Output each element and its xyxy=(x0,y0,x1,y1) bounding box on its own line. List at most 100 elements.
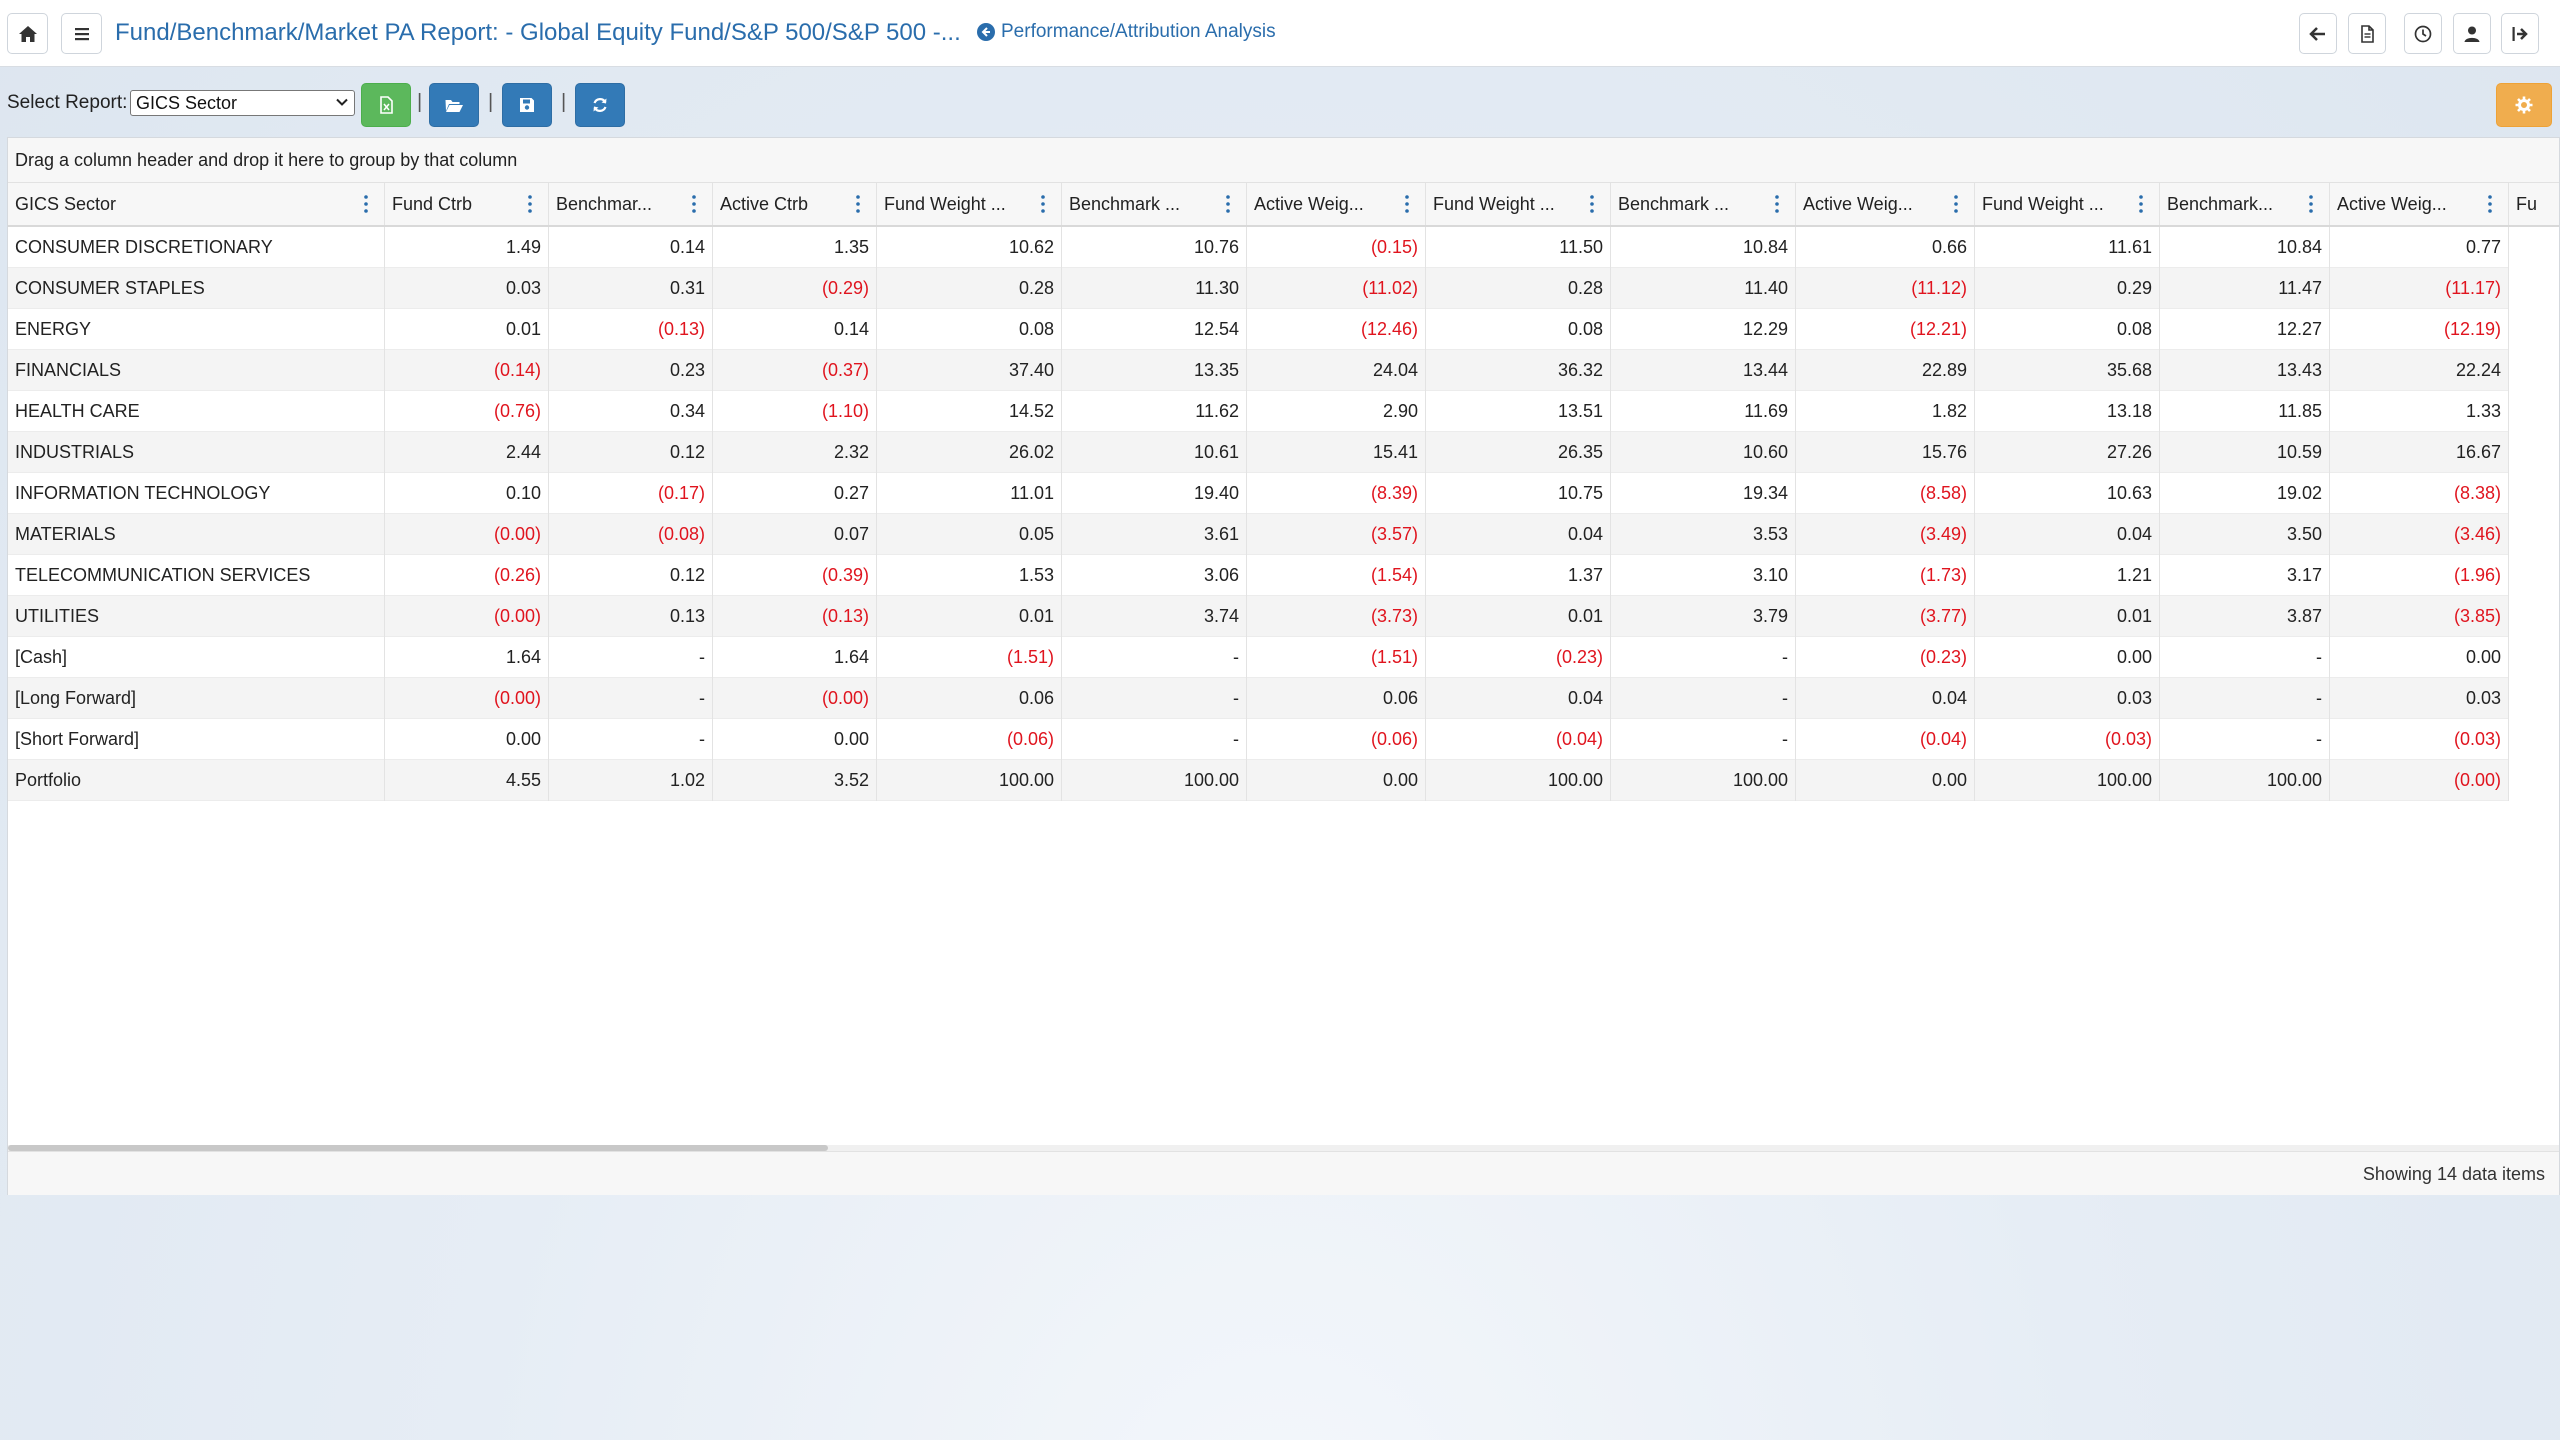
column-header[interactable]: Benchmark ... xyxy=(1062,183,1247,225)
table-cell: 11.85 xyxy=(2160,391,2330,432)
column-menu-icon[interactable] xyxy=(1775,195,1779,213)
table-row[interactable]: FINANCIALS (0.14) 0.23 (0.37) 37.40 13.35 24.0… xyxy=(8,350,2509,391)
column-menu-icon[interactable] xyxy=(2488,195,2492,213)
menu-button[interactable] xyxy=(61,13,102,54)
table-row[interactable]: TELECOMMUNICATION SERVICES (0.26) 0.12 (0.3… xyxy=(8,555,2509,596)
table-cell: 3.61 xyxy=(1062,514,1247,555)
table-cell: 0.28 xyxy=(877,268,1062,309)
column-header[interactable]: Active Weig... xyxy=(2330,183,2509,225)
table-cell: (0.15) xyxy=(1247,227,1426,268)
column-header[interactable]: Fund Weight ... xyxy=(877,183,1062,225)
table-cell: 11.01 xyxy=(877,473,1062,514)
table-cell: 10.76 xyxy=(1062,227,1247,268)
table-cell: 13.43 xyxy=(2160,350,2330,391)
back-button[interactable] xyxy=(2299,13,2337,54)
column-menu-icon[interactable] xyxy=(1954,195,1958,213)
table-cell: (0.08) xyxy=(549,514,713,555)
table-row[interactable]: [Long Forward] (0.00) - (0.00) 0.06-0.06 0.04… xyxy=(8,678,2509,719)
table-row[interactable]: CONSUMER STAPLES 0.03 0.31 (0.29) 0.28 11.30(… xyxy=(8,268,2509,309)
table-cell: 10.63 xyxy=(1975,473,2160,514)
user-button[interactable] xyxy=(2453,13,2491,54)
report-select[interactable]: GICS Sector xyxy=(130,90,355,116)
settings-button[interactable] xyxy=(2496,83,2552,127)
table-cell: 1.64 xyxy=(713,637,877,678)
toolbar-separator: | xyxy=(561,91,567,113)
column-menu-icon[interactable] xyxy=(528,195,532,213)
table-row[interactable]: INFORMATION TECHNOLOGY 0.10 (0.17) 0.27 11.0… xyxy=(8,473,2509,514)
column-header[interactable]: Fund Ctrb xyxy=(385,183,549,225)
logout-button[interactable] xyxy=(2501,13,2539,54)
table-row[interactable]: UTILITIES (0.00) 0.13 (0.13) 0.01 3.74 (3.73) 0… xyxy=(8,596,2509,637)
table-cell: 0.01 xyxy=(877,596,1062,637)
column-header[interactable]: Benchmark ... xyxy=(1611,183,1796,225)
column-menu-icon[interactable] xyxy=(2309,195,2313,213)
table-cell: 100.00 xyxy=(877,760,1062,801)
performance-attribution-link[interactable]: Performance/Attribution Analysis xyxy=(977,21,1276,43)
select-report-label: Select Report: xyxy=(7,92,128,113)
refresh-button[interactable] xyxy=(575,83,625,127)
table-row[interactable]: Portfolio 4.55 1.02 3.52 100.00 100.00 0.00 100… xyxy=(8,760,2509,801)
table-cell: (0.39) xyxy=(713,555,877,596)
column-header[interactable]: Fu xyxy=(2509,183,2559,225)
group-by-drop-zone[interactable]: Drag a column header and drop it here to… xyxy=(8,138,2559,183)
table-cell: 3.06 xyxy=(1062,555,1247,596)
column-header-label: Fund Weight ... xyxy=(884,194,1006,214)
column-menu-icon[interactable] xyxy=(1590,195,1594,213)
table-cell: (1.51) xyxy=(877,637,1062,678)
export-excel-button[interactable] xyxy=(361,83,411,127)
table-cell: 0.01 xyxy=(1426,596,1611,637)
column-menu-icon[interactable] xyxy=(1405,195,1409,213)
table-row[interactable]: HEALTH CARE (0.76) 0.34 (1.10) 14.52 11.62 2.9… xyxy=(8,391,2509,432)
table-cell: 11.40 xyxy=(1611,268,1796,309)
table-row[interactable]: MATERIALS (0.00) (0.08) 0.07 0.05 3.61 (3.57) 0… xyxy=(8,514,2509,555)
horizontal-scrollbar[interactable] xyxy=(8,1145,2559,1151)
refresh-icon xyxy=(593,98,607,112)
column-header[interactable]: Benchmar... xyxy=(549,183,713,225)
table-row[interactable]: [Cash] 1.64-1.64 (1.51) - (1.51) (0.23) - (0.23… xyxy=(8,637,2509,678)
table-cell: 1.02 xyxy=(549,760,713,801)
save-report-button[interactable] xyxy=(502,83,552,127)
table-row[interactable]: [Short Forward] 0.00-0.00 (0.06) - (0.06) (0.… xyxy=(8,719,2509,760)
table-cell: 3.10 xyxy=(1611,555,1796,596)
table-cell: 3.52 xyxy=(713,760,877,801)
column-header[interactable]: GICS Sector xyxy=(8,183,385,225)
column-menu-icon[interactable] xyxy=(364,195,368,213)
column-menu-icon[interactable] xyxy=(1041,195,1045,213)
report-document-button[interactable] xyxy=(2348,13,2386,54)
column-menu-icon[interactable] xyxy=(2139,195,2143,213)
table-cell: 0.04 xyxy=(1426,678,1611,719)
table-cell: 3.79 xyxy=(1611,596,1796,637)
table-cell: 0.04 xyxy=(1796,678,1975,719)
toolbar-separator: | xyxy=(417,91,423,113)
column-header[interactable]: Fund Weight ... xyxy=(1426,183,1611,225)
column-menu-icon[interactable] xyxy=(1226,195,1230,213)
home-button[interactable] xyxy=(7,13,48,54)
table-row[interactable]: CONSUMER DISCRETIONARY 1.49 0.14 1.35 10.62 1… xyxy=(8,227,2509,268)
column-header[interactable]: Benchmark... xyxy=(2160,183,2330,225)
open-report-button[interactable] xyxy=(429,83,479,127)
column-header[interactable]: Fund Weight ... xyxy=(1975,183,2160,225)
table-cell: 0.05 xyxy=(877,514,1062,555)
row-label-cell: CONSUMER DISCRETIONARY xyxy=(8,227,385,268)
table-cell: 0.08 xyxy=(1426,309,1611,350)
table-cell: 37.40 xyxy=(877,350,1062,391)
column-menu-icon[interactable] xyxy=(856,195,860,213)
column-menu-icon[interactable] xyxy=(692,195,696,213)
table-cell: (8.39) xyxy=(1247,473,1426,514)
table-cell: 19.40 xyxy=(1062,473,1247,514)
table-cell: 26.02 xyxy=(877,432,1062,473)
horizontal-scrollbar-thumb[interactable] xyxy=(8,1145,828,1151)
column-header[interactable]: Active Weig... xyxy=(1247,183,1426,225)
table-row[interactable]: ENERGY 0.01 (0.13) 0.14 0.08 12.54 (12.46) 0.08… xyxy=(8,309,2509,350)
table-cell: 0.66 xyxy=(1796,227,1975,268)
table-cell: 10.84 xyxy=(1611,227,1796,268)
row-label-cell: UTILITIES xyxy=(8,596,385,637)
table-cell: 19.02 xyxy=(2160,473,2330,514)
history-button[interactable] xyxy=(2404,13,2442,54)
column-header[interactable]: Active Weig... xyxy=(1796,183,1975,225)
table-cell: (3.46) xyxy=(2330,514,2509,555)
table-cell: - xyxy=(2160,678,2330,719)
column-header[interactable]: Active Ctrb xyxy=(713,183,877,225)
table-row[interactable]: INDUSTRIALS 2.44 0.12 2.32 26.02 10.61 15.41 26… xyxy=(8,432,2509,473)
column-header-label: Active Weig... xyxy=(1254,194,1364,214)
